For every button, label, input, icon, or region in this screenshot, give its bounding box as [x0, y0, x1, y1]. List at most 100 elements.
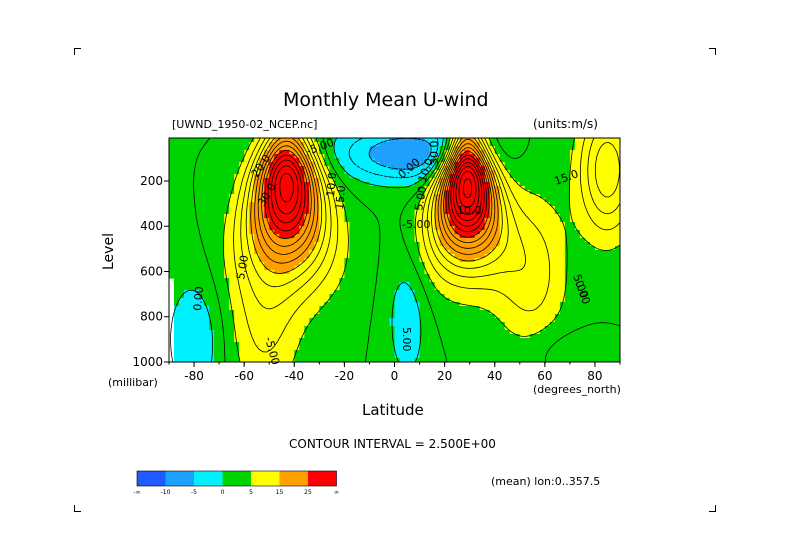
heat-cell: [504, 334, 511, 339]
heat-cell: [514, 194, 521, 199]
heat-cell: [279, 346, 285, 351]
heat-cell: [604, 334, 611, 339]
heat-cell: [334, 350, 340, 355]
heat-cell: [279, 146, 285, 151]
heat-cell: [179, 210, 185, 215]
heat-cell: [469, 230, 476, 235]
heat-cell: [499, 322, 506, 327]
heat-cell: [219, 298, 225, 303]
heat-cell: [174, 154, 180, 159]
heat-cell: [174, 342, 180, 347]
heat-cell: [539, 314, 546, 319]
heat-cell: [584, 214, 591, 219]
heat-cell: [564, 182, 571, 187]
heat-cell: [284, 206, 290, 211]
heat-cell: [439, 202, 446, 207]
heat-cell: [584, 322, 591, 327]
heat-cell: [404, 318, 411, 323]
heat-cell: [219, 266, 225, 271]
heat-cell: [344, 350, 350, 355]
heat-cell: [584, 250, 591, 255]
heat-cell: [194, 182, 200, 187]
heat-cell: [614, 238, 620, 243]
heat-cell: [199, 282, 205, 287]
heat-cell: [454, 246, 461, 251]
heat-cell: [564, 346, 571, 351]
heat-cell: [354, 286, 361, 291]
heat-cell: [274, 178, 280, 183]
heat-cell: [454, 190, 461, 195]
heat-cell: [424, 166, 431, 171]
heat-cell: [549, 258, 556, 263]
heat-cell: [514, 190, 521, 195]
heat-cell: [604, 314, 611, 319]
heat-cell: [589, 306, 596, 311]
heat-cell: [589, 154, 596, 159]
heat-cell: [524, 290, 531, 295]
heat-cell: [174, 186, 180, 191]
heat-cell: [224, 158, 230, 163]
heat-cell: [294, 274, 300, 279]
heat-cell: [359, 182, 366, 187]
heat-cell: [304, 138, 310, 143]
heat-cell: [494, 342, 501, 347]
heat-cell: [589, 354, 596, 359]
heat-cell: [379, 358, 386, 362]
heat-cell: [389, 306, 396, 311]
heat-cell: [169, 190, 175, 195]
heat-cell: [494, 262, 501, 267]
heat-cell: [234, 318, 240, 323]
heat-cell: [369, 286, 376, 291]
heat-cell: [559, 170, 566, 175]
heat-cell: [454, 222, 461, 227]
heat-cell: [349, 162, 356, 167]
heat-cell: [224, 222, 230, 227]
heat-cell: [274, 326, 280, 331]
heat-cell: [204, 170, 210, 175]
heat-cell: [599, 346, 606, 351]
heat-cell: [594, 142, 601, 147]
heat-cell: [189, 294, 195, 299]
heat-cell: [284, 218, 290, 223]
heat-cell: [464, 242, 471, 247]
heat-cell: [444, 166, 451, 171]
heat-cell: [179, 298, 185, 303]
heat-cell: [509, 310, 516, 315]
heat-cell: [349, 294, 356, 299]
heat-cell: [224, 230, 230, 235]
heat-cell: [584, 182, 591, 187]
heat-cell: [459, 154, 466, 159]
heat-cell: [244, 290, 250, 295]
heat-cell: [364, 350, 371, 355]
heat-cell: [259, 306, 265, 311]
heat-cell: [609, 338, 616, 343]
heat-cell: [369, 154, 376, 159]
heat-cell: [269, 322, 275, 327]
heat-cell: [419, 350, 426, 355]
heat-cell: [324, 306, 330, 311]
heat-cell: [204, 294, 210, 299]
heat-cell: [469, 318, 476, 323]
heat-cell: [249, 150, 255, 155]
heat-cell: [539, 178, 546, 183]
heat-cell: [584, 342, 591, 347]
heat-cell: [469, 138, 476, 143]
heat-cell: [309, 354, 315, 359]
heat-cell: [379, 154, 386, 159]
heat-cell: [364, 314, 371, 319]
heat-cell: [569, 186, 576, 191]
heat-cell: [244, 226, 250, 231]
heat-cell: [614, 170, 620, 175]
heat-cell: [394, 182, 401, 187]
heat-cell: [314, 158, 320, 163]
heat-cell: [259, 138, 265, 143]
heat-cell: [544, 170, 551, 175]
heat-cell: [434, 190, 441, 195]
heat-cell: [509, 346, 516, 351]
heat-cell: [354, 326, 361, 331]
heat-cell: [329, 258, 335, 263]
heat-cell: [544, 218, 551, 223]
heat-cell: [524, 294, 531, 299]
heat-cell: [174, 310, 180, 315]
heat-cell: [414, 250, 421, 255]
